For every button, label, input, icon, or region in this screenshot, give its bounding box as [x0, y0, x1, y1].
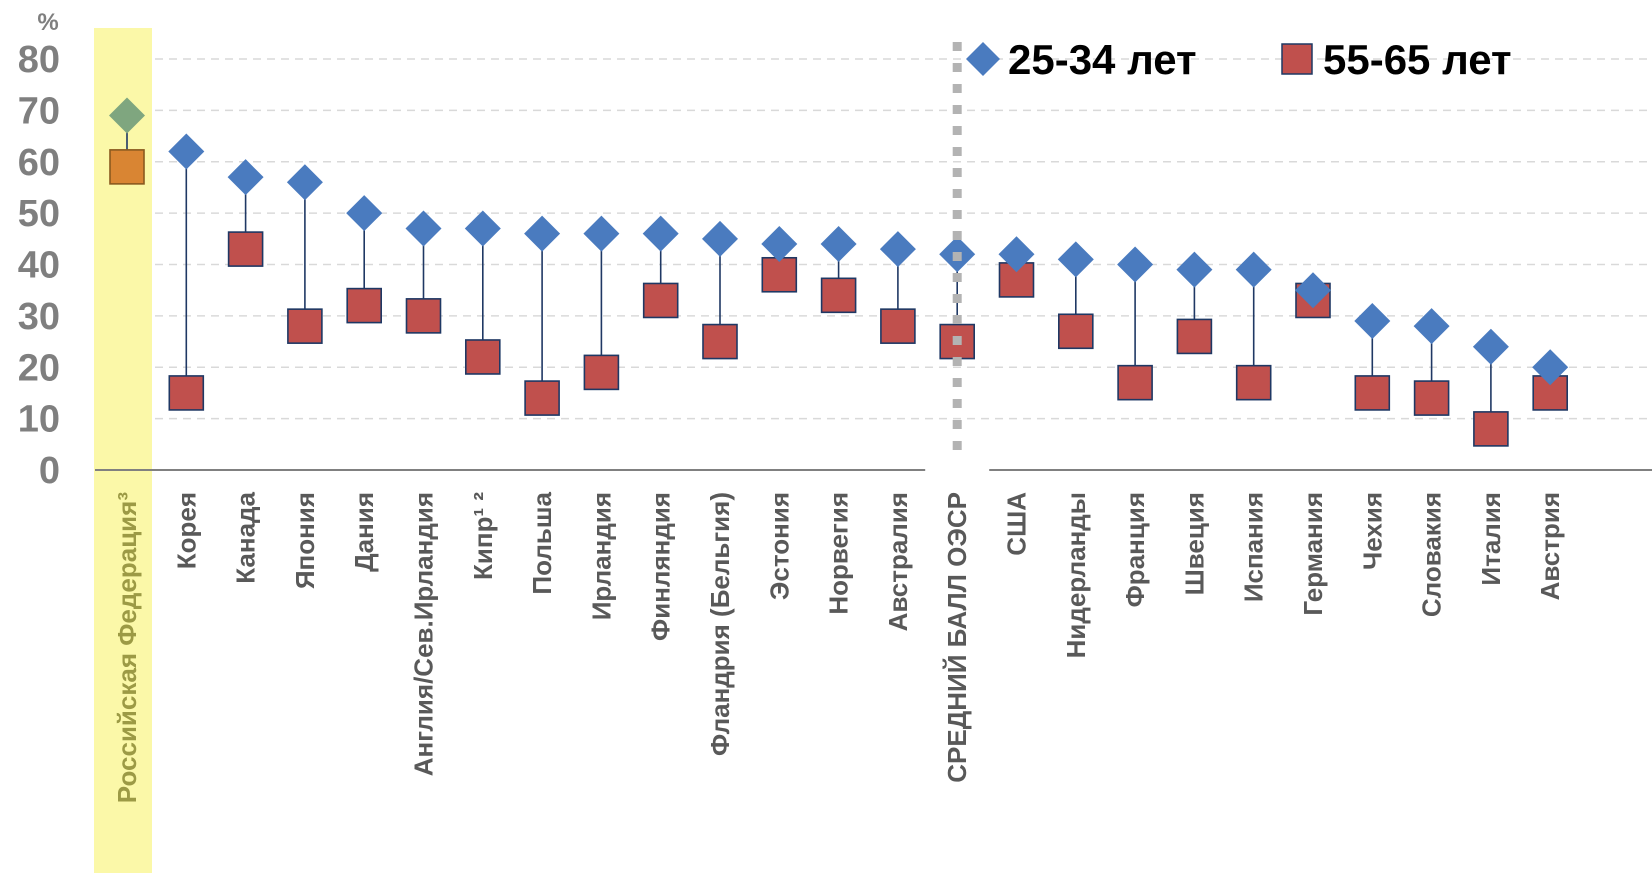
marker-25-34 — [642, 215, 679, 252]
category-label: Италия — [1476, 492, 1506, 586]
legend-diamond-icon — [966, 42, 1000, 76]
category-label: Ирландия — [586, 492, 616, 620]
marker-25-34 — [820, 225, 857, 262]
marker-25-34 — [1117, 246, 1154, 283]
category-label: Чехия — [1357, 492, 1387, 570]
marker-55-65 — [880, 308, 916, 344]
marker-25-34 — [702, 220, 738, 257]
legend-square-icon — [1281, 43, 1313, 75]
marker-25-34 — [1472, 328, 1509, 365]
series-25-34-markers — [109, 97, 1569, 386]
marker-55-65 — [464, 339, 501, 375]
marker-55-65 — [702, 323, 738, 360]
marker-55-65 — [1413, 380, 1450, 416]
marker-55-65 — [761, 256, 798, 293]
y-tick-label: 60 — [18, 142, 60, 184]
marker-25-34 — [1176, 251, 1213, 288]
marker-55-65 — [227, 231, 264, 267]
marker-55-65 — [1354, 375, 1391, 411]
y-tick-label: 20 — [18, 347, 60, 389]
marker-55-65 — [1473, 411, 1509, 447]
marker-55-65 — [346, 287, 383, 324]
category-label: Испания — [1239, 492, 1269, 602]
category-label: Кипр¹ ² — [468, 492, 498, 580]
y-tick-label: 0 — [39, 450, 60, 492]
y-tick-label: 30 — [18, 296, 60, 338]
marker-25-34 — [405, 210, 442, 247]
marker-25-34 — [1532, 349, 1569, 386]
marker-55-65 — [1058, 313, 1094, 350]
legend-label-25-34: 25-34 лет — [1008, 36, 1197, 83]
category-label: Корея — [171, 492, 201, 569]
marker-25-34 — [583, 215, 620, 252]
marker-25-34 — [524, 215, 561, 252]
category-label: Австралия — [883, 492, 913, 631]
y-axis: % 0 10 20 30 40 50 60 70 80 — [18, 9, 60, 492]
category-label: Фландрия (Бельгия) — [705, 492, 735, 756]
category-labels: Российская Федерация³ Корея Канада Япония Да… — [112, 491, 1565, 803]
category-label: Норвегия — [824, 492, 854, 615]
marker-25-34 — [168, 133, 205, 170]
marker-25-34 — [1235, 251, 1272, 288]
marker-55-65 — [109, 149, 145, 185]
y-tick-label: 70 — [18, 90, 60, 132]
marker-25-34 — [1295, 272, 1331, 309]
marker-55-65 — [168, 375, 205, 411]
category-label: СРЕДНИЙ БАЛЛ ОЭСР — [942, 492, 972, 783]
marker-25-34 — [879, 231, 916, 268]
marker-25-34 — [998, 236, 1035, 273]
legend-label-55-65: 55-65 лет — [1323, 36, 1512, 83]
marker-55-65 — [642, 282, 679, 319]
marker-55-65 — [524, 380, 560, 416]
marker-25-34 — [109, 97, 145, 134]
category-label: Англия/Сев.Ирландия — [409, 492, 439, 776]
category-label: Словакия — [1417, 492, 1447, 617]
marker-25-34 — [1057, 241, 1094, 278]
series-55-65-markers — [109, 149, 1568, 447]
marker-55-65 — [583, 354, 620, 391]
marker-25-34 — [227, 159, 264, 196]
marker-25-34 — [286, 164, 323, 201]
category-label: Япония — [290, 492, 320, 589]
range-connectors — [126, 115, 1551, 429]
legend: 25-34 лет 55-65 лет — [966, 36, 1512, 83]
marker-25-34 — [1354, 303, 1391, 340]
marker-25-34 — [346, 195, 383, 232]
marker-55-65 — [1235, 364, 1272, 401]
marker-55-65 — [287, 308, 323, 344]
category-label: Нидерланды — [1061, 492, 1091, 658]
category-label: США — [1002, 492, 1032, 556]
category-label: Дания — [349, 492, 379, 572]
category-label: Франция — [1120, 492, 1150, 607]
y-unit-label: % — [37, 9, 58, 36]
category-label: Польша — [527, 491, 557, 594]
category-label: Швеция — [1179, 492, 1209, 595]
category-label: Канада — [231, 491, 261, 583]
marker-55-65 — [820, 277, 857, 314]
category-label: Российская Федерация³ — [112, 492, 142, 804]
category-label: Финляндия — [646, 492, 676, 641]
y-tick-label: 80 — [18, 39, 60, 81]
y-tick-label: 40 — [18, 245, 60, 287]
y-tick-label: 50 — [18, 193, 60, 235]
marker-55-65 — [405, 298, 442, 334]
category-label: Австрия — [1535, 492, 1565, 600]
marker-55-65 — [1117, 364, 1153, 401]
marker-25-34 — [464, 210, 501, 247]
y-tick-label: 10 — [18, 399, 60, 441]
marker-25-34 — [761, 225, 798, 262]
marker-55-65 — [1176, 318, 1213, 355]
category-label: Эстония — [764, 492, 794, 600]
marker-25-34 — [1413, 308, 1450, 345]
category-label: Германия — [1298, 492, 1328, 616]
